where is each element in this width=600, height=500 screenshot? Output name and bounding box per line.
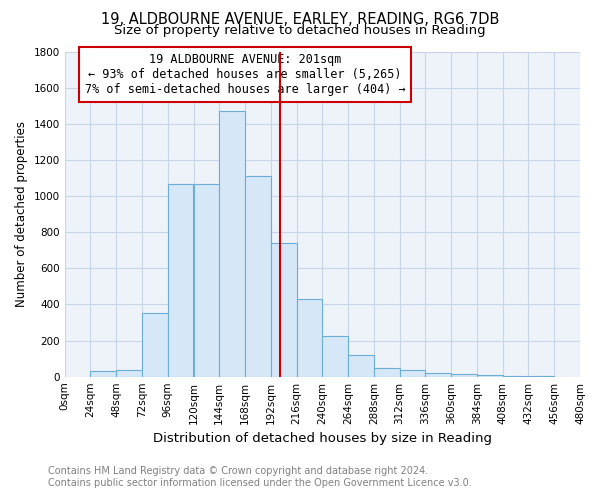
Bar <box>142 312 168 376</box>
Bar <box>477 375 503 376</box>
Bar <box>374 368 400 376</box>
Bar <box>219 111 245 376</box>
Bar <box>91 372 116 376</box>
Bar <box>271 243 296 376</box>
Text: Contains HM Land Registry data © Crown copyright and database right 2024.
Contai: Contains HM Land Registry data © Crown c… <box>48 466 472 487</box>
Text: 19, ALDBOURNE AVENUE, EARLEY, READING, RG6 7DB: 19, ALDBOURNE AVENUE, EARLEY, READING, R… <box>101 12 499 28</box>
Bar <box>400 370 425 376</box>
Bar <box>322 336 348 376</box>
Bar <box>425 373 451 376</box>
Bar <box>296 299 322 376</box>
Bar <box>168 184 193 376</box>
Bar <box>451 374 477 376</box>
Bar <box>245 176 271 376</box>
Bar <box>193 184 219 376</box>
Bar <box>348 355 374 376</box>
X-axis label: Distribution of detached houses by size in Reading: Distribution of detached houses by size … <box>153 432 492 445</box>
Y-axis label: Number of detached properties: Number of detached properties <box>15 121 28 307</box>
Text: Size of property relative to detached houses in Reading: Size of property relative to detached ho… <box>114 24 486 37</box>
Text: 19 ALDBOURNE AVENUE: 201sqm
← 93% of detached houses are smaller (5,265)
7% of s: 19 ALDBOURNE AVENUE: 201sqm ← 93% of det… <box>85 54 406 96</box>
Bar <box>116 370 142 376</box>
